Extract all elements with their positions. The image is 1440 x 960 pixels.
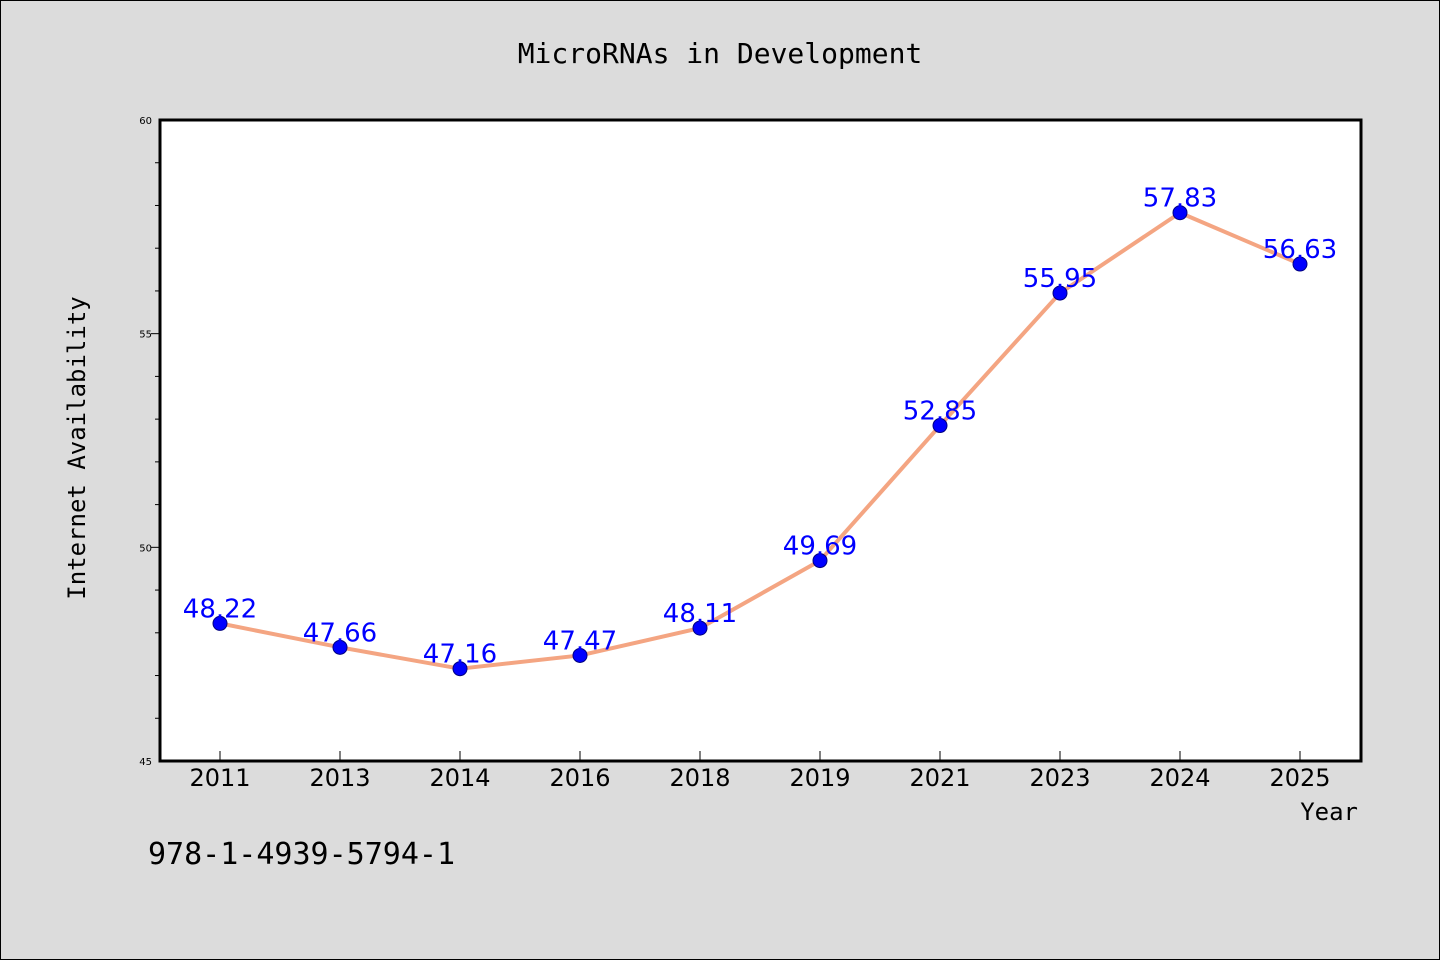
data-label: 47.47 bbox=[543, 626, 617, 656]
data-label: 47.66 bbox=[303, 618, 377, 648]
data-label: 56.63 bbox=[1263, 235, 1337, 265]
y-tick-label: 55 bbox=[139, 330, 152, 341]
data-point bbox=[572, 647, 588, 663]
data-point bbox=[1292, 256, 1308, 272]
data-label: 47.16 bbox=[423, 640, 497, 670]
x-tick-label: 2011 bbox=[189, 764, 250, 792]
data-label: 55.95 bbox=[1023, 264, 1097, 294]
x-axis-label: Year bbox=[1300, 798, 1358, 826]
data-label: 48.22 bbox=[183, 594, 257, 624]
x-tick-label: 2021 bbox=[909, 764, 970, 792]
x-tick-label: 2016 bbox=[549, 764, 610, 792]
x-tick-label: 2023 bbox=[1029, 764, 1090, 792]
data-label: 52.85 bbox=[903, 397, 977, 427]
y-tick-label: 50 bbox=[139, 543, 152, 554]
data-point bbox=[812, 553, 828, 569]
data-point bbox=[332, 639, 348, 655]
data-point bbox=[212, 615, 228, 631]
y-axis-ticks: 45 50 55 60 bbox=[139, 116, 159, 768]
data-point bbox=[452, 661, 468, 677]
y-axis-label: Internet Availability bbox=[63, 296, 91, 599]
chart-title: MicroRNAs in Development bbox=[518, 37, 923, 70]
plot-frame bbox=[158, 118, 1363, 763]
x-tick-label: 2025 bbox=[1269, 764, 1330, 792]
x-tick-label: 2018 bbox=[669, 764, 730, 792]
data-point bbox=[1172, 205, 1188, 221]
x-tick-label: 2014 bbox=[429, 764, 490, 792]
series-line bbox=[218, 210, 1302, 671]
data-labels: 48.22 47.66 47.16 47.47 48.11 49.69 52.85 55.95… bbox=[183, 184, 1337, 670]
data-point bbox=[932, 418, 948, 434]
footnote-isbn: 978-1-4939-5794-1 bbox=[148, 837, 455, 872]
data-point bbox=[692, 620, 708, 636]
x-tick-label: 2013 bbox=[309, 764, 370, 792]
y-tick-label: 45 bbox=[139, 757, 152, 768]
data-markers bbox=[212, 205, 1308, 677]
data-point bbox=[1052, 285, 1068, 301]
x-tick-label: 2024 bbox=[1149, 764, 1210, 792]
data-label: 49.69 bbox=[783, 532, 857, 562]
data-label: 48.11 bbox=[663, 599, 737, 629]
x-axis-ticks: 2011 2013 2014 2016 2018 2019 2021 2023 2024 2025 bbox=[189, 751, 1331, 792]
data-label: 57.83 bbox=[1143, 184, 1217, 214]
x-tick-label: 2019 bbox=[789, 764, 850, 792]
y-tick-label: 60 bbox=[139, 116, 152, 127]
